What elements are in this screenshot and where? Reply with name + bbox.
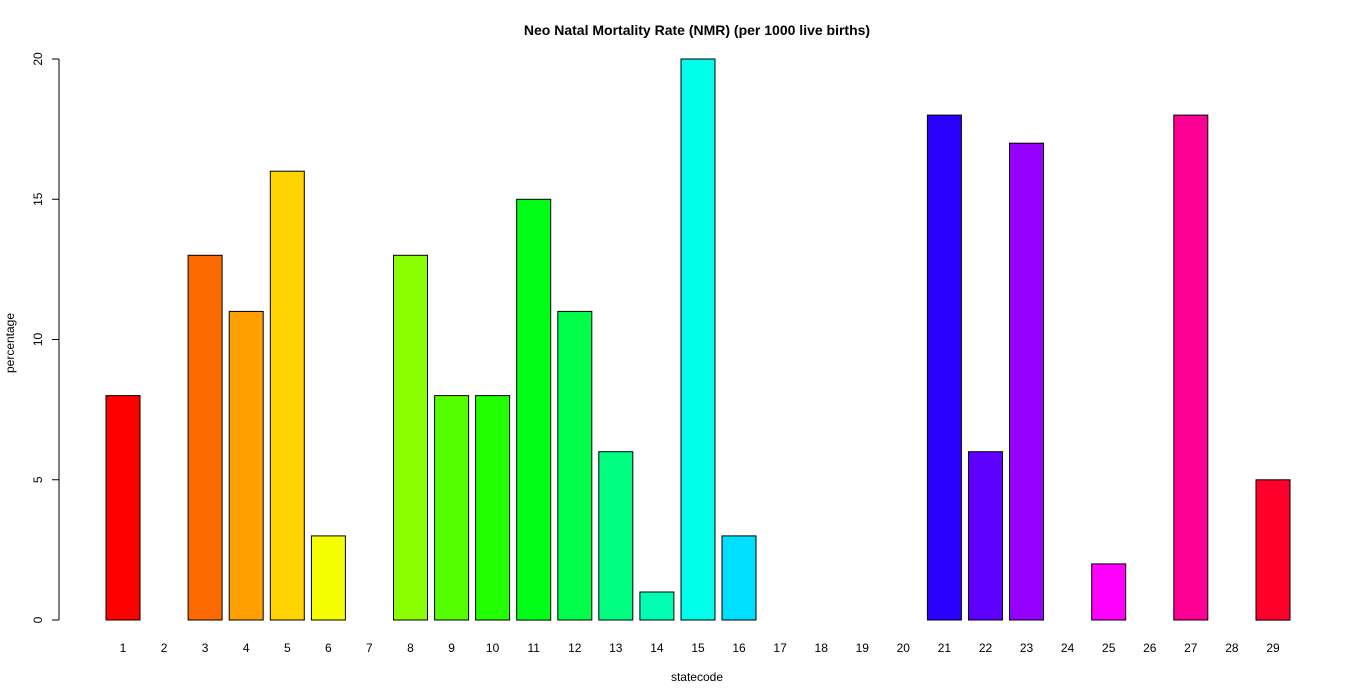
y-axis: 0 5 10 15 20	[31, 52, 60, 623]
y-tick-label: 5	[31, 476, 45, 483]
bar-statecode-23	[1009, 142, 1044, 621]
x-tick-label: 1	[120, 641, 127, 655]
x-axis-label: statecode	[671, 670, 723, 684]
x-tick-label: 17	[773, 641, 787, 655]
x-tick-label: 8	[407, 641, 414, 655]
bar-statecode-22	[968, 451, 1003, 621]
bar-statecode-12	[557, 310, 593, 621]
x-axis-tick-labels: 1 2 3 4 5 6 7 8 9 10 11 12 13 14 15 16 17 18 19 20 21 22 23 24 2…	[120, 641, 1280, 655]
x-tick-label: 5	[284, 641, 291, 655]
bar-statecode-29	[1255, 479, 1291, 621]
x-tick-label: 9	[448, 641, 455, 655]
bar-statecode-4	[228, 310, 264, 621]
bar-statecode-11	[516, 198, 552, 621]
x-tick-label: 29	[1266, 641, 1280, 655]
x-tick-label: 15	[691, 641, 705, 655]
bar-statecode-16	[721, 535, 757, 621]
bar-statecode-1	[105, 395, 141, 621]
y-tick-label: 10	[31, 333, 45, 347]
bar-statecode-21	[926, 114, 962, 621]
x-tick-label: 4	[243, 641, 250, 655]
bar-statecode-6	[310, 535, 346, 621]
bar-statecode-3	[187, 254, 223, 621]
x-tick-label: 23	[1020, 641, 1034, 655]
x-tick-label: 19	[856, 641, 870, 655]
chart-title: Neo Natal Mortality Rate (NMR) (per 1000…	[524, 22, 870, 38]
bar-statecode-25	[1091, 563, 1127, 621]
x-tick-label: 25	[1102, 641, 1116, 655]
x-tick-label: 16	[732, 641, 746, 655]
x-tick-label: 7	[366, 641, 373, 655]
y-axis-label: percentage	[3, 313, 17, 373]
bar-statecode-27	[1173, 114, 1209, 621]
bar-statecode-10	[475, 395, 511, 621]
x-tick-label: 10	[486, 641, 500, 655]
x-tick-label: 6	[325, 641, 332, 655]
x-tick-label: 22	[979, 641, 993, 655]
bar-statecode-5	[269, 170, 305, 621]
bars	[105, 58, 1291, 621]
x-tick-label: 3	[202, 641, 209, 655]
x-tick-label: 26	[1143, 641, 1157, 655]
x-tick-label: 12	[568, 641, 582, 655]
x-tick-label: 27	[1184, 641, 1198, 655]
y-tick-label: 15	[31, 192, 45, 206]
x-tick-label: 11	[527, 641, 540, 655]
y-tick-label: 0	[31, 616, 45, 623]
x-tick-label: 2	[161, 641, 168, 655]
x-tick-label: 28	[1225, 641, 1239, 655]
bar-statecode-9	[434, 395, 470, 621]
x-tick-label: 18	[815, 641, 829, 655]
x-tick-label: 24	[1061, 641, 1075, 655]
y-tick-label: 20	[31, 52, 45, 66]
x-tick-label: 21	[938, 641, 952, 655]
bar-statecode-8	[393, 254, 428, 621]
x-tick-label: 14	[650, 641, 664, 655]
x-tick-label: 20	[897, 641, 911, 655]
bar-statecode-13	[598, 451, 634, 621]
bar-statecode-14	[639, 591, 675, 621]
x-tick-label: 13	[609, 641, 623, 655]
bar-statecode-15	[680, 58, 716, 621]
